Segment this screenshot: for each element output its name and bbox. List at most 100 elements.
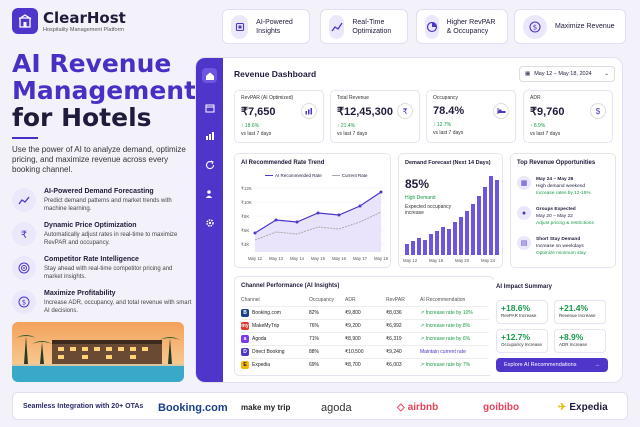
calendar-icon: ▦ (517, 176, 531, 190)
opportunity-item[interactable]: ▦ May 24 – May 26 High demand weekend Incr… (517, 176, 591, 197)
brand-name: ClearHost (43, 9, 126, 27)
x-tick: May 16 (332, 256, 347, 261)
logo-icon (12, 8, 38, 34)
y-tick: ₹12K (241, 186, 252, 191)
forecast-value: 85% (405, 177, 430, 191)
table-row[interactable]: my MakeMyTrip 76% ₹9,200 ₹6,992 ↗ Increase r… (241, 319, 489, 332)
y-tick: ₹4K (241, 242, 249, 247)
gear-icon[interactable] (202, 215, 217, 230)
dashboard-title: Revenue Dashboard (234, 69, 317, 79)
pie-icon (425, 14, 439, 39)
users-icon[interactable] (202, 186, 217, 201)
current-rate-line (254, 211, 382, 241)
svg-text:₹: ₹ (21, 230, 27, 240)
x-tick: May 18 (374, 256, 389, 261)
demand-forecast-panel: Demand Forecast (Next 14 Days) 85% High … (398, 153, 503, 268)
bar-chart-icon[interactable] (202, 128, 217, 143)
forecast-note: Expected occupancy increase (405, 204, 452, 216)
table-row[interactable]: a Agoda 71% ₹8,900 ₹6,319 ↗ Increase rate by… (241, 332, 489, 345)
kpi-revpar: RevPAR (AI Optimized) ₹7,650 ↑ 18.6% vs la… (234, 90, 324, 143)
chart-legend: AI Recommended Rate Current Rate (265, 173, 368, 178)
calendar-icon[interactable] (202, 100, 217, 115)
dashboard-sidebar (196, 58, 223, 382)
rupee-icon: ₹ (397, 103, 413, 119)
table-header: Channel Occupancy ADR RevPAR AI Recommendati… (241, 296, 466, 303)
users-icon: ● (517, 206, 531, 220)
svg-text:$: $ (533, 23, 537, 31)
direct-booking-icon: D (241, 348, 249, 356)
impact-occupancy: +12.7% Occupancy Increase (496, 329, 548, 353)
makemytrip-logo: make my trip (241, 403, 291, 412)
feature-card-label: Real-Time Optimization (352, 18, 392, 35)
impact-revenue: +21.4% Revenue Increase (554, 300, 606, 324)
feature-card-revenue: $ Maximize Revenue (514, 9, 626, 44)
panel-title: AI Recommended Rate Trend (241, 160, 325, 166)
expedia-icon: ✈ (558, 402, 567, 413)
brand-tagline: Hospitality Management Platform (43, 27, 125, 33)
x-tick: May 16 (429, 258, 444, 263)
impact-revpar: +18.6% RevPAR Increase (496, 300, 548, 324)
table-row[interactable]: D Direct Booking 88% ₹10,500 ₹9,240 Maintain… (241, 345, 489, 358)
rate-trend-chart: ₹12K ₹10K ₹8K ₹6K ₹4K May 12 May 13 May … (241, 186, 389, 261)
explore-recommendations-button[interactable]: Explore AI Recommendations → (496, 358, 608, 372)
panel-title: Top Revenue Opportunities (517, 160, 596, 166)
revenue-dashboard: Revenue Dashboard ▦ May 12 – May 18, 202… (195, 57, 623, 383)
hero-description: Use the power of AI to analyze demand, o… (12, 145, 186, 174)
y-tick: ₹6K (241, 228, 249, 233)
makemytrip-logo-icon: my (241, 322, 249, 330)
opportunity-item[interactable]: ▤ Short Stay Demand Increase on weekdays O… (517, 236, 586, 257)
panel-title: Channel Performance (AI Insights) (241, 283, 340, 289)
airbnb-logo: ◇ airbnb (397, 402, 439, 413)
dollar-icon: $ (523, 14, 547, 39)
svg-text:$: $ (22, 299, 26, 307)
chip-icon (231, 14, 249, 39)
integrations-bar: Seamless Integration with 20+ OTAs Booki… (12, 392, 628, 420)
x-tick: May 14 (290, 256, 305, 261)
x-tick: May 12 (248, 256, 263, 261)
panel-title: Demand Forecast (Next 14 Days) (405, 160, 491, 166)
goibibo-logo: goibibo (483, 402, 520, 413)
agoda-logo-icon: a (241, 335, 249, 343)
forecast-bars: May 12 May 16 May 20 May 24 (403, 176, 499, 263)
channel-performance-panel: Channel Performance (AI Insights) Channe… (234, 276, 494, 376)
feature-card-optimization: Real-Time Optimization (320, 9, 408, 44)
chart-icon (12, 188, 36, 212)
x-tick: May 24 (481, 258, 496, 263)
feature-card-revpar: Higher RevPAR & Occupancy (416, 9, 508, 44)
refresh-icon[interactable] (202, 157, 217, 172)
expedia-logo: ✈ Expedia (558, 402, 608, 413)
x-tick: May 17 (353, 256, 368, 261)
feature-pricing: ₹ Dynamic Price Optimization Automaticall… (12, 222, 192, 247)
feature-forecasting: AI-Powered Demand Forecasting Predict dem… (12, 188, 192, 213)
y-tick: ₹10K (241, 200, 252, 205)
trend-icon (329, 14, 345, 39)
kpi-adr: ADR ₹9,760 ↑ 8.9% vs last 7 days $ (523, 90, 613, 143)
integrations-label: Seamless Integration with 20+ OTAs (23, 403, 144, 410)
impact-adr: +8.9% ADR Increase (554, 329, 606, 353)
x-tick: May 12 (403, 258, 418, 263)
hotel-photo (12, 322, 184, 382)
x-tick: May 15 (311, 256, 326, 261)
date-range-picker[interactable]: ▦ May 12 – May 18, 2024 ⌄ (519, 66, 615, 82)
booking-logo: Booking.com (158, 402, 228, 414)
forecast-status: High Demand (405, 195, 436, 201)
target-icon (12, 256, 36, 280)
opportunities-panel: Top Revenue Opportunities ▦ May 24 – May… (510, 153, 616, 268)
bar-chart-icon (301, 103, 317, 119)
arrow-right-icon: → (594, 362, 601, 368)
table-row[interactable]: B Booking.com 82% ₹9,800 ₹8,036 ↗ Increase r… (241, 306, 489, 319)
booking-logo-icon: B (241, 309, 249, 317)
dollar-icon: $ (12, 290, 36, 314)
table-row[interactable]: E Expedia 69% ₹8,700 ₹6,003 ↗ Increase rate … (241, 358, 489, 371)
agoda-logo: agoda (321, 402, 352, 414)
home-icon[interactable] (202, 68, 217, 83)
y-tick: ₹8K (241, 214, 249, 219)
feature-card-label: AI-Powered Insights (256, 18, 293, 35)
rate-trend-panel: AI Recommended Rate Trend AI Recommended… (234, 153, 391, 268)
feature-profitability: $ Maximize Profitability Increase ADR, oc… (12, 290, 192, 315)
kpi-occupancy: Occupancy 78.4% ↑ 12.7% vs last 7 days (426, 90, 516, 143)
bed-icon (493, 103, 509, 119)
x-tick: May 13 (269, 256, 284, 261)
feature-card-label: Higher RevPAR & Occupancy (446, 18, 496, 35)
opportunity-item[interactable]: ● Groups Expected May 20 – May 22 Adjust p… (517, 206, 594, 227)
